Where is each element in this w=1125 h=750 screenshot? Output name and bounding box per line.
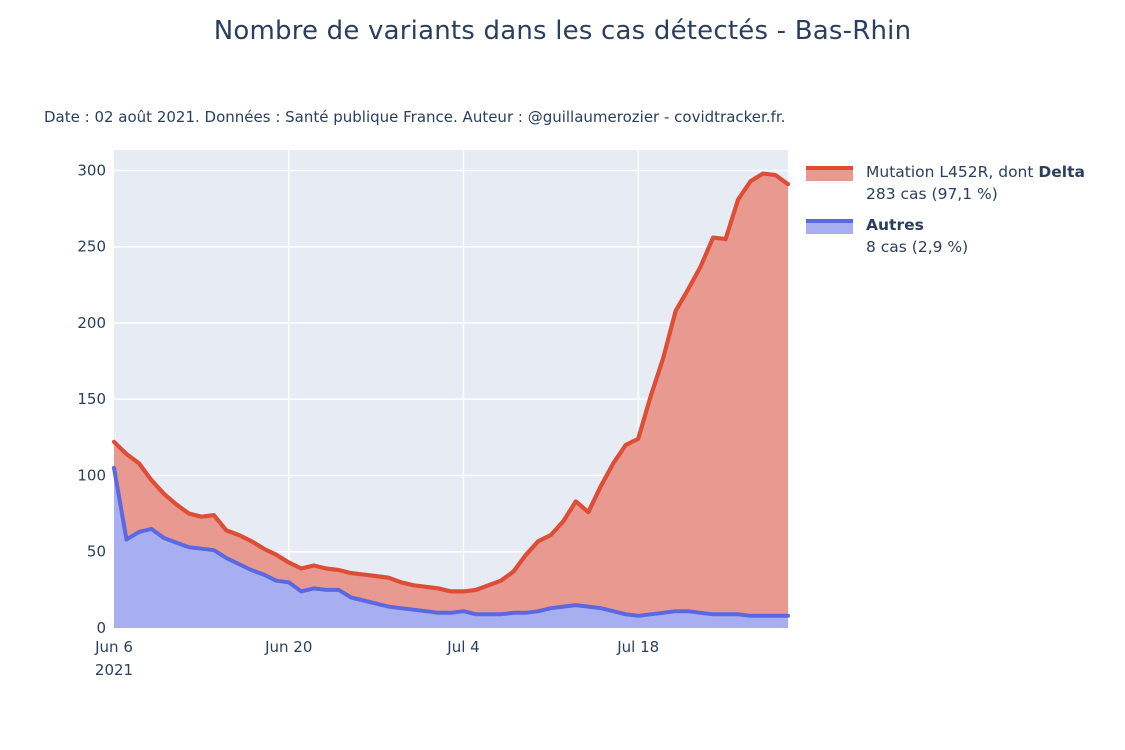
x-tick-label: Jun 6: [94, 638, 133, 656]
series-area-delta[interactable]: [114, 173, 788, 616]
x-tick-label: Jul 4: [446, 638, 479, 656]
y-tick-label: 300: [77, 161, 106, 179]
series-line-autres[interactable]: [112, 465, 790, 618]
chart-title: Nombre de variants dans les cas détectés…: [213, 16, 912, 46]
legend-value-delta: 283 cas (97,1 %): [866, 185, 998, 203]
series-line-delta[interactable]: [111, 171, 791, 594]
legend: Mutation L452R, dont Delta 283 cas (97,1…: [806, 161, 1085, 267]
y-tick-label: 150: [77, 390, 106, 408]
legend-value-autres: 8 cas (2,9 %): [866, 238, 969, 256]
y-tick-label: 50: [87, 543, 106, 561]
x-tick-label: Jun 20: [264, 638, 312, 656]
legend-label-autres: Autres: [866, 216, 924, 234]
legend-entry-delta[interactable]: Mutation L452R, dont Delta 283 cas (97,1…: [806, 161, 1085, 205]
x-tick-sublabel: 2021: [95, 661, 133, 679]
legend-label-delta: Mutation L452R, dont Delta: [866, 163, 1085, 181]
series-area-autres[interactable]: [114, 467, 788, 628]
legend-entry-autres[interactable]: Autres 8 cas (2,9 %): [806, 214, 1085, 258]
y-tick-label: 200: [77, 314, 106, 332]
y-tick-label: 100: [77, 466, 106, 484]
legend-swatch-autres-icon: [806, 219, 853, 234]
chart-subtitle: Date : 02 août 2021. Données : Santé pub…: [44, 108, 786, 126]
y-tick-label: 0: [96, 619, 106, 637]
legend-swatch-delta-icon: [806, 166, 853, 181]
x-tick-label: Jul 18: [616, 638, 659, 656]
y-tick-label: 250: [77, 238, 106, 256]
